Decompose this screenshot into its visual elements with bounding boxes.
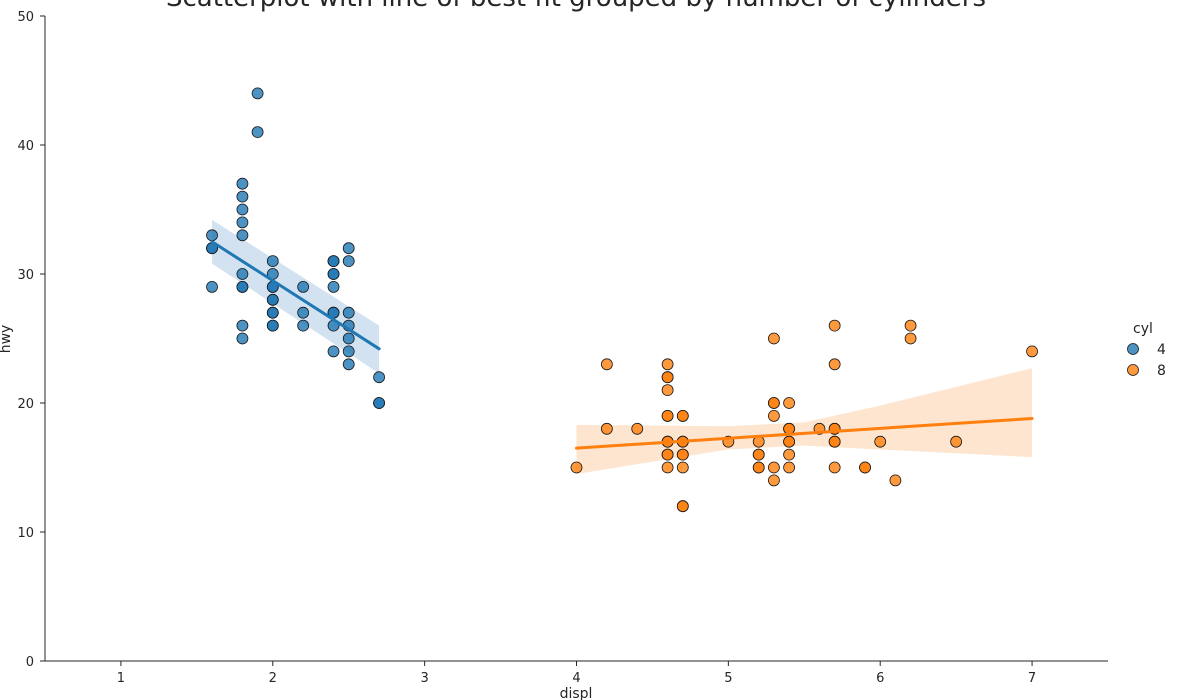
- legend-marker-8: [1127, 364, 1139, 376]
- legend-marker-4: [1127, 343, 1139, 355]
- point-series-8-21: [676, 461, 689, 474]
- x-tick-label-7: 7: [1028, 671, 1036, 686]
- point-series-4-6: [236, 203, 249, 216]
- y-tick-label-40: 40: [17, 139, 34, 154]
- point-series-8-14: [661, 461, 674, 474]
- x-tick-label-2: 2: [269, 671, 277, 686]
- point-series-4-33: [327, 280, 340, 293]
- point-series-8-41: [783, 448, 795, 461]
- point-series-8-34: [768, 461, 780, 474]
- point-series-8-13: [661, 448, 674, 461]
- legend-label-8: 8: [1157, 363, 1166, 379]
- point-series-8-33: [768, 409, 780, 422]
- point-series-4-42: [342, 332, 355, 345]
- point-series-4-14: [251, 87, 264, 100]
- legend-label-4: 4: [1157, 342, 1166, 358]
- point-series-4-13: [236, 332, 249, 345]
- point-series-4-9: [236, 268, 249, 280]
- point-series-4-25: [266, 319, 279, 332]
- point-series-8-6: [661, 371, 674, 384]
- x-tick-label-3: 3: [421, 671, 429, 686]
- point-series-4-3: [206, 280, 218, 293]
- point-series-4-40: [342, 306, 355, 319]
- point-series-8-49: [828, 435, 841, 448]
- x-axis-ticks: 1 2 3 4 5 6 7: [117, 661, 1036, 686]
- point-series-8-36: [783, 397, 795, 409]
- point-series-4-39: [342, 255, 355, 268]
- point-series-4-27: [297, 306, 310, 319]
- chart-title: Scatterplot with line of best fit groupe…: [166, 0, 986, 13]
- fit-lines: [210, 240, 1034, 450]
- fit-line-series-8: [575, 416, 1034, 450]
- y-axis-label: hwy: [0, 325, 14, 354]
- point-series-8-20: [676, 448, 689, 461]
- point-series-4-28: [297, 319, 310, 332]
- point-series-8-40: [783, 435, 795, 448]
- point-series-8-23: [676, 500, 689, 513]
- point-series-8-30: [768, 332, 780, 345]
- point-series-4-8: [236, 229, 249, 242]
- point-series-4-5: [236, 190, 249, 203]
- point-series-4-21: [266, 293, 279, 306]
- point-series-8-54: [889, 474, 902, 487]
- point-series-8-52: [859, 461, 871, 474]
- point-series-4-30: [327, 255, 340, 268]
- fit-line-series-4: [210, 240, 381, 351]
- y-tick-label-20: 20: [17, 397, 34, 412]
- point-series-8-29: [752, 461, 765, 474]
- x-tick-label-5: 5: [724, 671, 732, 686]
- point-series-8-35: [768, 474, 780, 487]
- point-series-4-4: [236, 177, 249, 190]
- point-series-4-15: [251, 126, 264, 139]
- y-tick-label-50: 50: [17, 10, 34, 25]
- point-series-4-44: [342, 358, 355, 371]
- x-axis-label: displ: [560, 686, 593, 700]
- point-series-4-12: [236, 319, 249, 332]
- point-series-8-4: [661, 358, 674, 371]
- point-series-8-9: [661, 409, 674, 422]
- point-series-4-7: [236, 216, 249, 229]
- point-series-8-32: [768, 397, 780, 409]
- point-series-4-45: [373, 371, 385, 384]
- legend-items: 48: [1127, 342, 1166, 379]
- point-series-4-37: [327, 345, 340, 358]
- ci-band-series-8: [576, 368, 1033, 474]
- point-series-8-27: [752, 448, 765, 461]
- x-tick-label-6: 6: [876, 671, 884, 686]
- legend-title: cyl: [1133, 321, 1153, 337]
- point-series-8-0: [570, 461, 583, 474]
- point-series-4-47: [373, 397, 385, 409]
- point-series-8-16: [676, 409, 689, 422]
- point-series-4-23: [266, 306, 279, 319]
- point-series-8-45: [828, 358, 841, 371]
- x-tick-label-4: 4: [572, 671, 580, 686]
- point-series-4-11: [236, 280, 249, 293]
- point-series-8-56: [904, 332, 917, 345]
- point-series-8-2: [600, 422, 613, 435]
- point-series-8-57: [950, 435, 963, 448]
- point-series-8-7: [661, 384, 674, 397]
- y-tick-label-0: 0: [26, 655, 34, 670]
- point-series-8-3: [631, 422, 644, 435]
- point-series-4-26: [297, 280, 310, 293]
- point-series-4-38: [342, 242, 355, 255]
- point-series-8-53: [874, 435, 887, 448]
- point-series-8-1: [600, 358, 613, 371]
- point-series-4-32: [327, 268, 340, 280]
- y-tick-label-30: 30: [17, 268, 34, 283]
- legend: cyl 48: [1127, 321, 1166, 379]
- point-series-4-43: [342, 345, 355, 358]
- y-axis-ticks: 0 10 20 30 40 50: [17, 10, 45, 670]
- point-series-4-16: [266, 255, 279, 268]
- point-series-8-44: [828, 319, 841, 332]
- point-series-8-58: [1026, 345, 1038, 358]
- point-series-8-50: [828, 461, 841, 474]
- y-tick-label-10: 10: [17, 526, 34, 541]
- point-series-8-42: [783, 461, 795, 474]
- point-series-4-0: [206, 229, 218, 242]
- point-series-8-55: [904, 319, 917, 332]
- x-tick-label-1: 1: [117, 671, 125, 686]
